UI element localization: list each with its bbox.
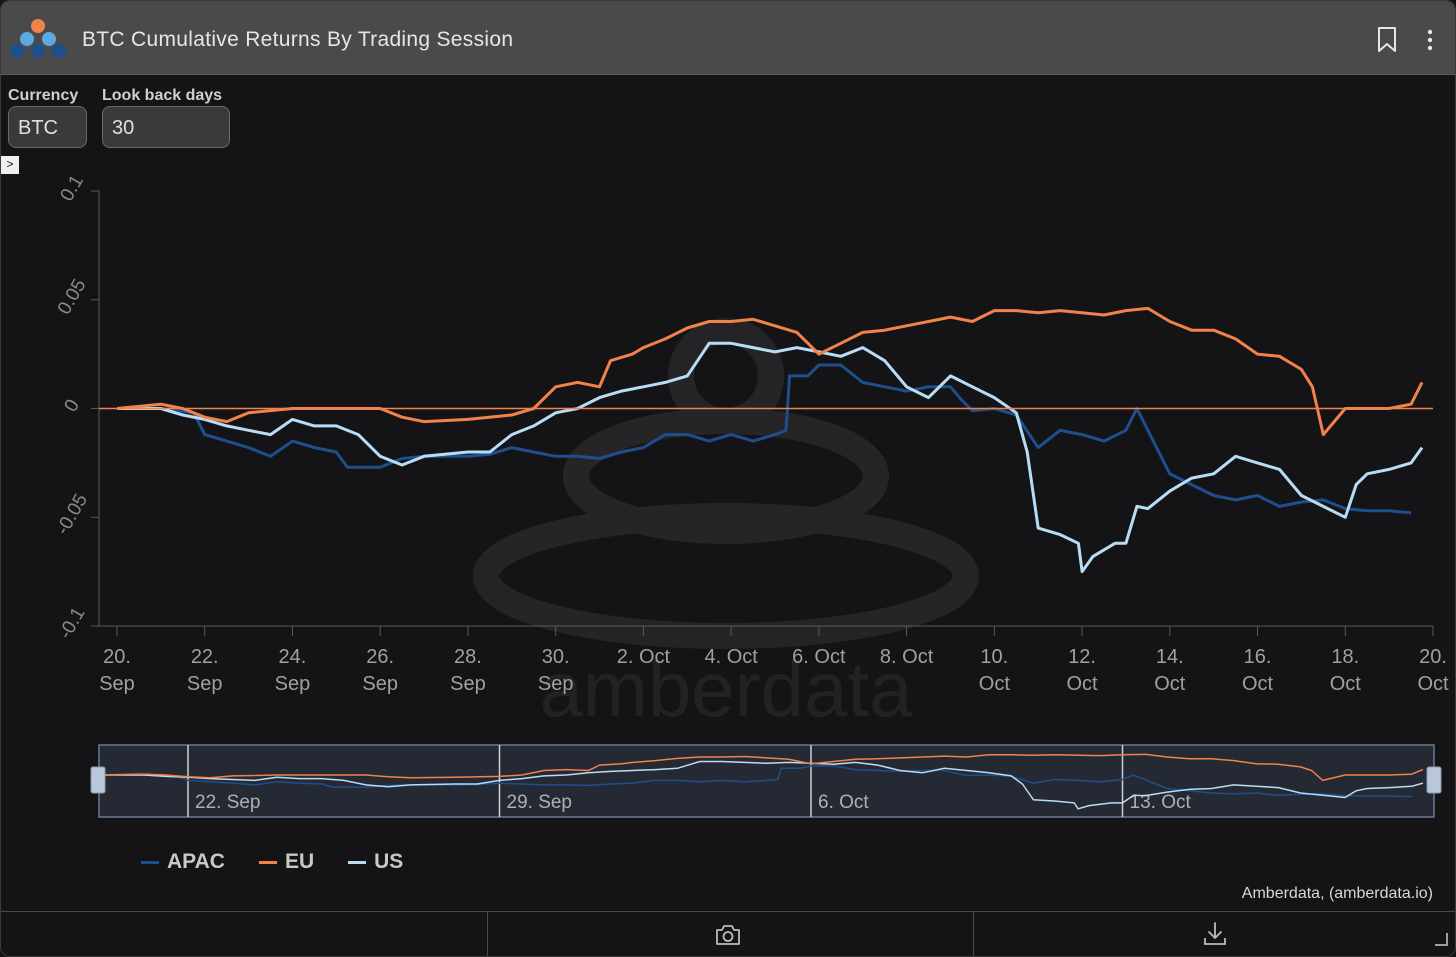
navigator-left-handle[interactable]	[90, 766, 106, 794]
footer-toolbar	[1, 911, 1455, 956]
legend-label-us: US	[374, 850, 404, 873]
legend-label-eu: EU	[284, 850, 315, 873]
plot-area	[99, 306, 1433, 574]
legend-swatch-us	[348, 860, 367, 864]
header-bar: BTC Cumulative Returns By Trading Sessio…	[1, 1, 1455, 75]
widget-title: BTC Cumulative Returns By Trading Sessio…	[82, 28, 514, 51]
range-navigator[interactable]: 22. Sep 29. Sep 6. Oct 13. Oct	[90, 744, 1442, 818]
x-tick-label: 30.	[542, 646, 570, 668]
x-tick-label-month: Oct	[1417, 673, 1449, 695]
x-tick-label: 20.	[1419, 646, 1447, 668]
series-line-eu	[116, 306, 1424, 437]
x-tick-label: 12.	[1068, 646, 1096, 668]
chart-credit: Amberdata, (amberdata.io)	[1241, 885, 1433, 902]
resize-corner-icon[interactable]	[1433, 931, 1449, 947]
x-tick-label: 18.	[1331, 646, 1359, 668]
x-tick-label: 20.	[103, 646, 131, 668]
x-tick-label: 14.	[1156, 646, 1184, 668]
legend-item-eu[interactable]: EU	[258, 847, 315, 877]
x-tick-label: 28.	[454, 646, 482, 668]
navigator-tick-label: 29. Sep	[507, 792, 573, 813]
legend: APAC EU US	[141, 847, 403, 877]
amberdata-watermark	[473, 318, 979, 649]
y-tick-label: 0.1	[57, 176, 88, 205]
lookback-days-input[interactable]: 30	[102, 106, 230, 148]
x-tick-label: 10.	[980, 646, 1008, 668]
x-tick-label: 16.	[1244, 646, 1272, 668]
legend-item-apac[interactable]: APAC	[141, 847, 225, 877]
x-tick-label: 8. Oct	[880, 646, 934, 668]
navigator-series-eu	[98, 753, 1424, 782]
footer-cell-screenshot	[487, 912, 974, 956]
navigator-right-handle[interactable]	[1426, 766, 1442, 794]
amberdata-watermark-text: amberdata	[540, 645, 914, 733]
legend-swatch-eu	[258, 860, 277, 864]
series-line-us	[117, 341, 1424, 574]
vertical-dots-menu-icon[interactable]	[1419, 25, 1441, 55]
navigator-tick-label: 13. Oct	[1130, 792, 1192, 813]
x-tick-label: 4. Oct	[704, 646, 758, 668]
y-tick-label: 0.05	[54, 276, 91, 319]
x-tick-label: 24.	[279, 646, 307, 668]
x-tick-label-month: Oct	[1154, 673, 1186, 695]
y-tick-label: 0	[60, 396, 83, 416]
footer-cell-download	[973, 912, 1455, 956]
camera-icon[interactable]	[714, 922, 742, 948]
currency-label: Currency	[8, 87, 79, 104]
x-tick-label: 22.	[191, 646, 219, 668]
x-tick-label: 6. Oct	[792, 646, 846, 668]
amberdata-logo-icon	[10, 19, 66, 58]
expand-panel-button[interactable]: >	[1, 156, 19, 174]
navigator-tick-label: 6. Oct	[818, 792, 869, 813]
x-tick-label-month: Oct	[979, 673, 1011, 695]
legend-label-apac: APAC	[167, 850, 225, 873]
x-tick-label: 2. Oct	[617, 646, 671, 668]
x-tick-label-month: Sep	[99, 673, 135, 695]
navigator-series-us	[99, 760, 1424, 810]
y-tick-label: -0.05	[52, 490, 92, 538]
footer-cell-left	[1, 912, 488, 956]
currency-select[interactable]: BTC	[8, 106, 87, 148]
lookback-label: Look back days	[102, 87, 223, 104]
chart: amberdata 0.1 0.05 0 -0.05 -0.1 20. Sep 22. Sep…	[52, 176, 1449, 818]
legend-item-us[interactable]: US	[348, 847, 403, 877]
navigator-tick-label: 22. Sep	[195, 792, 261, 813]
x-axis: 20. Sep 22. Sep 24. Sep 26. Sep 28. Sep 30. Sep 2. O…	[99, 626, 1449, 695]
bookmark-icon[interactable]	[1373, 25, 1401, 55]
x-tick-label-month: Sep	[450, 673, 486, 695]
legend-swatch-apac	[141, 860, 159, 864]
series-line-apac	[117, 363, 1412, 515]
x-tick-label: 26.	[366, 646, 394, 668]
x-tick-label-month: Oct	[1067, 673, 1099, 695]
x-tick-label-month: Sep	[362, 673, 398, 695]
x-tick-label-month: Sep	[275, 673, 311, 695]
y-tick-label: -0.1	[55, 604, 90, 643]
x-tick-label-month: Oct	[1330, 673, 1362, 695]
download-icon[interactable]	[1201, 920, 1229, 948]
x-tick-label-month: Sep	[187, 673, 223, 695]
x-tick-label-month: Sep	[538, 673, 574, 695]
x-tick-label-month: Oct	[1242, 673, 1274, 695]
